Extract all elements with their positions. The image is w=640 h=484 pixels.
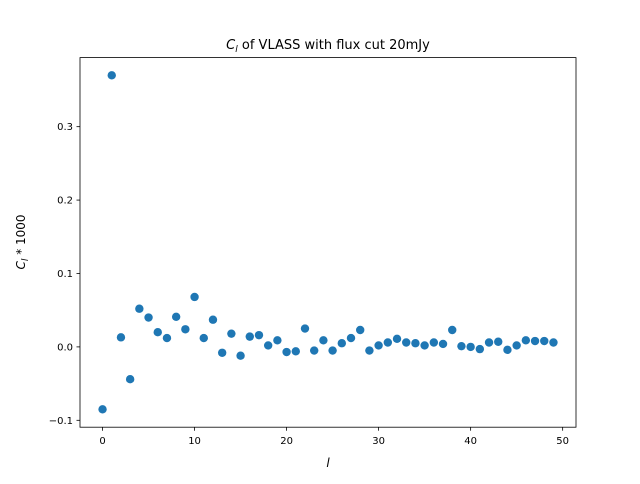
data-point (144, 313, 153, 322)
x-axis-ticks: 0 10 20 30 40 50 (99, 427, 569, 447)
data-point (135, 304, 144, 313)
y-tick-label: −0.1 (49, 416, 73, 427)
data-point (171, 312, 181, 321)
data-point (125, 374, 135, 384)
data-point (512, 341, 521, 350)
y-axis-ticks: −0.1 0.0 0.1 0.2 0.3 (49, 122, 80, 427)
data-point (116, 333, 126, 342)
data-point (411, 339, 420, 348)
data-point (254, 330, 264, 340)
data-point (208, 315, 218, 324)
data-point (438, 339, 448, 349)
x-tick-label: 40 (464, 436, 477, 447)
data-point (227, 329, 236, 338)
data-point (190, 292, 199, 302)
data-point (484, 338, 494, 347)
data-point (107, 71, 116, 80)
data-point (530, 336, 540, 346)
data-point (475, 344, 485, 354)
data-point (429, 338, 439, 347)
data-point (392, 334, 402, 344)
data-point (402, 338, 411, 347)
data-point (503, 345, 512, 355)
data-point (365, 346, 374, 355)
data-point (420, 341, 429, 350)
data-point (319, 336, 328, 345)
data-point (199, 333, 208, 343)
data-point (291, 347, 300, 356)
y-tick-label: 0.2 (57, 196, 73, 207)
data-point (383, 338, 393, 347)
data-point (521, 336, 531, 345)
x-tick-label: 20 (280, 436, 293, 447)
y-tick-label: 0.1 (57, 269, 73, 280)
data-point (540, 336, 549, 346)
x-tick-label: 10 (188, 436, 201, 447)
data-point (494, 337, 503, 346)
data-point (328, 346, 337, 355)
data-point (374, 341, 383, 350)
plot-frame (79, 57, 577, 428)
data-point (263, 341, 273, 350)
data-point (273, 336, 282, 345)
y-tick-label: 0.3 (57, 122, 73, 133)
data-point (337, 339, 347, 348)
data-point (282, 347, 291, 357)
y-axis-label: Cl * 1000 (14, 214, 31, 269)
data-points (98, 71, 558, 414)
data-point (300, 324, 310, 333)
data-point (98, 405, 107, 414)
x-tick-label: 50 (556, 436, 569, 447)
data-point (245, 332, 254, 341)
x-axis-label: l (326, 456, 330, 470)
x-tick-label: 0 (99, 436, 105, 447)
x-tick-label: 30 (372, 436, 385, 447)
y-tick-label: 0.0 (57, 342, 73, 353)
data-point (309, 346, 319, 355)
data-point (181, 325, 190, 334)
data-point (217, 348, 227, 357)
data-point (162, 333, 172, 343)
data-point (457, 341, 466, 351)
data-point (448, 325, 457, 335)
data-point (346, 333, 356, 343)
chart-title: Cl of VLASS with flux cut 20mJy (226, 38, 430, 55)
data-point (466, 342, 475, 352)
data-point (356, 325, 365, 335)
data-point (153, 328, 162, 337)
data-point (549, 338, 558, 347)
data-point (236, 351, 245, 360)
